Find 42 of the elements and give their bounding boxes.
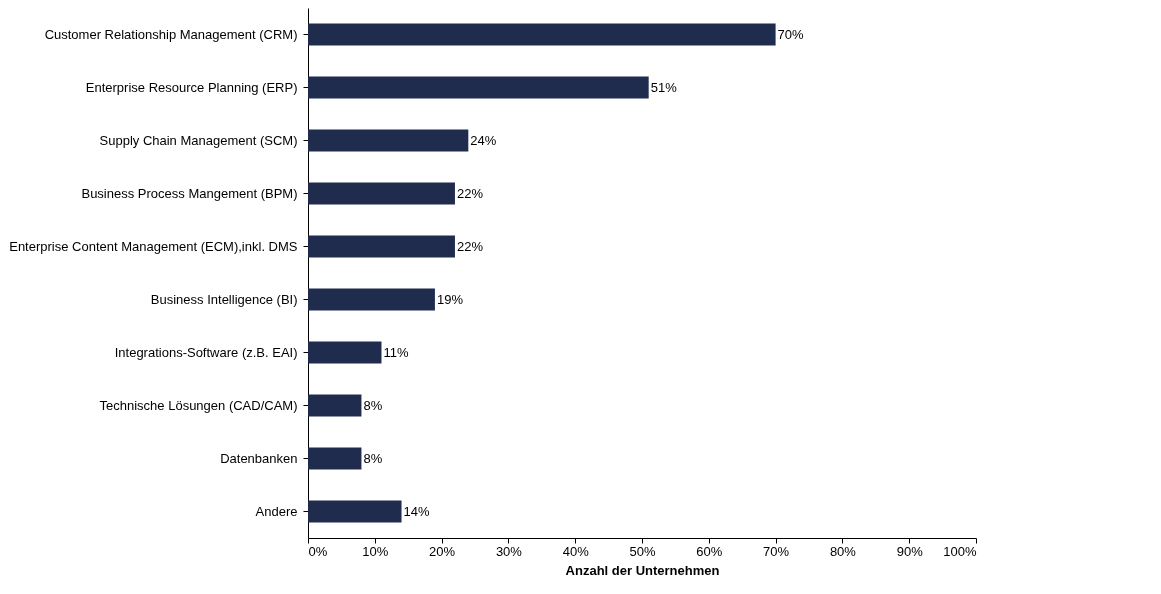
x-tick-label: 90%	[896, 543, 924, 559]
bar	[308, 76, 649, 99]
y-tick-label: Customer Relationship Management (CRM)	[44, 26, 298, 42]
y-tick-label: Supply Chain Management (SCM)	[99, 132, 298, 148]
x-tick-label: 40%	[562, 543, 590, 559]
y-tick-label: Integrations-Software (z.B. EAI)	[114, 344, 298, 360]
bar	[308, 447, 362, 470]
y-tick-label: Business Process Mangement (BPM)	[81, 185, 298, 201]
x-tick-label: 60%	[696, 543, 723, 559]
data-label: 8%	[363, 397, 383, 413]
y-tick-label: Datenbanken	[220, 450, 298, 466]
x-tick-label: 100%	[943, 543, 977, 559]
x-axis-title: Anzahl der Unternehmen	[565, 562, 720, 578]
bar	[308, 288, 435, 311]
bar	[308, 235, 455, 258]
x-tick-label: 10%	[362, 543, 389, 559]
bar	[308, 23, 776, 46]
bar	[308, 129, 469, 152]
y-tick-label: Business Intelligence (BI)	[150, 291, 298, 307]
data-label: 11%	[383, 344, 409, 360]
data-label: 24%	[470, 132, 497, 148]
data-label: 8%	[363, 450, 383, 466]
y-tick-label: Andere	[255, 503, 298, 519]
bar	[308, 182, 455, 205]
bar	[308, 394, 362, 417]
bar	[308, 341, 382, 364]
y-tick-label: Technische Lösungen (CAD/CAM)	[99, 397, 298, 413]
y-tick-label: Enterprise Content Management (ECM),inkl. DMS	[9, 238, 298, 254]
data-label: 22%	[456, 185, 484, 201]
data-label: 51%	[650, 79, 678, 95]
x-tick-label: 0%	[308, 543, 328, 559]
x-tick-label: 80%	[829, 543, 857, 559]
x-tick-label: 30%	[495, 543, 523, 559]
data-label: 14%	[403, 503, 430, 519]
bar	[308, 500, 402, 523]
data-label: 22%	[456, 238, 484, 254]
y-tick-label: Enterprise Resource Planning (ERP)	[85, 79, 298, 95]
data-label: 19%	[436, 291, 464, 307]
x-tick-label: 70%	[763, 543, 790, 559]
x-tick-label: 20%	[429, 543, 456, 559]
x-tick-label: 50%	[629, 543, 656, 559]
data-label: 70%	[777, 26, 805, 42]
